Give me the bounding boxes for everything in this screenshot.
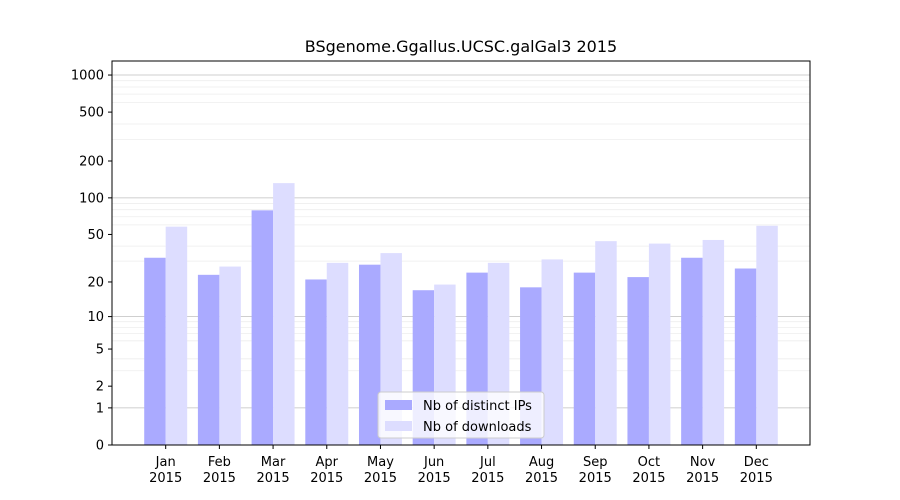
bar-downloads (702, 239, 725, 445)
bar-downloads (326, 262, 349, 445)
chart-title: BSgenome.Ggallus.UCSC.galGal3 2015 (305, 37, 617, 56)
legend-swatch (385, 421, 412, 431)
x-tick-label-year: 2015 (203, 471, 236, 486)
x-tick-label-year: 2015 (418, 471, 451, 486)
bar-downloads (273, 183, 295, 445)
y-tick-label: 50 (87, 228, 104, 243)
bar-ips (358, 264, 381, 445)
bar-downloads (595, 241, 617, 445)
x-tick-label-month: Jan (155, 455, 176, 470)
bar-ips (627, 277, 649, 445)
x-tick-label-year: 2015 (686, 471, 719, 486)
bar-ips (573, 272, 596, 445)
y-tick-label: 20 (87, 275, 104, 290)
x-tick-label-month: Jul (479, 455, 496, 470)
plot-frame (111, 60, 811, 446)
x-tick-label-month: Nov (690, 455, 716, 470)
x-tick-label-month: Feb (208, 455, 231, 470)
x-tick-label-year: 2015 (310, 471, 343, 486)
bar-ips (197, 274, 220, 445)
y-tick-label: 200 (79, 155, 104, 170)
x-tick-label-month: Dec (744, 455, 769, 470)
legend-swatch (385, 400, 412, 410)
y-tick-label: 10 (87, 310, 104, 325)
y-tick-label: 500 (79, 106, 104, 121)
bar-ips (305, 279, 327, 445)
x-tick-label-year: 2015 (740, 471, 773, 486)
x-tick-label-month: Oct (638, 455, 660, 470)
x-tick-label-month: Jun (423, 455, 444, 470)
x-tick-label-year: 2015 (525, 471, 558, 486)
x-tick-label-month: May (367, 455, 394, 470)
y-tick-label: 5 (96, 343, 104, 358)
x-tick-label-year: 2015 (364, 471, 397, 486)
bar-downloads (756, 225, 778, 445)
bar-ips (734, 268, 757, 445)
bar-ips (681, 257, 703, 445)
bar-downloads (219, 266, 241, 445)
bar-ips (251, 210, 274, 445)
axes: 01251020501002005001000Jan2015Feb2015Mar… (71, 60, 811, 486)
x-tick-label-year: 2015 (257, 471, 290, 486)
y-tick-label: 0 (96, 439, 104, 454)
y-tick-label: 1 (96, 401, 104, 416)
bar-downloads (165, 226, 188, 445)
bar-ips (144, 257, 166, 445)
legend-box (377, 391, 545, 439)
x-tick-label-month: Aug (529, 455, 554, 470)
x-tick-label-month: Apr (316, 455, 339, 470)
x-tick-label-month: Mar (261, 455, 286, 470)
x-tick-label-year: 2015 (149, 471, 182, 486)
x-tick-label-year: 2015 (632, 471, 665, 486)
legend-label: Nb of distinct IPs (423, 399, 532, 414)
y-tick-label: 2 (96, 380, 104, 395)
x-tick-label-year: 2015 (471, 471, 504, 486)
bar-downloads (648, 243, 671, 445)
x-tick-label-year: 2015 (579, 471, 612, 486)
legend: Nb of distinct IPs Nb of downloads (377, 391, 545, 439)
bar-downloads (541, 259, 564, 445)
y-tick-label: 100 (79, 191, 104, 206)
x-tick-label-month: Sep (583, 455, 608, 470)
legend-label: Nb of downloads (423, 420, 532, 435)
y-tick-label: 1000 (71, 69, 104, 84)
